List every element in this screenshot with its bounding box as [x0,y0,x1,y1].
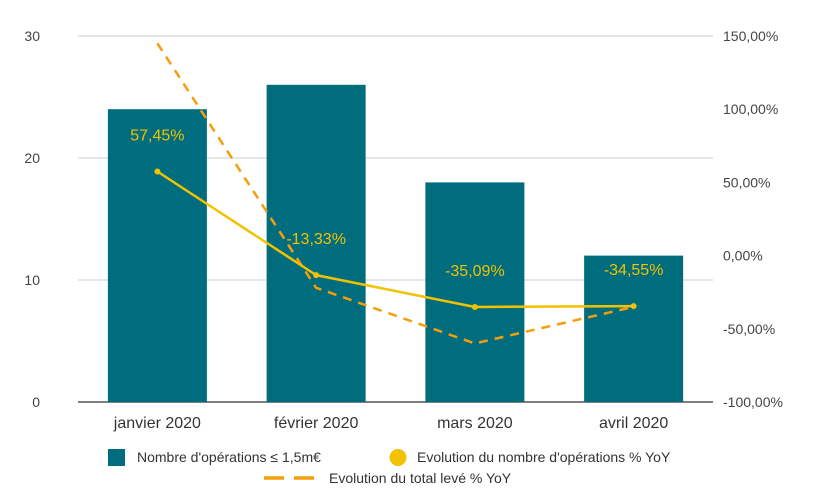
y-right-tick-label: 150,00% [723,28,778,44]
y-left-tick-label: 20 [24,150,40,166]
label-layer: 57,45% -13,33% -35,09% -34,55% [130,127,663,279]
legend-label-bar: Nombre d'opérations ≤ 1,5m€ [137,449,321,465]
bar [266,84,366,403]
y-right-tick-label: 100,00% [723,101,778,117]
x-tick-label: avril 2020 [599,415,668,432]
data-label: 57,45% [130,127,184,144]
legend: Nombre d'opérations ≤ 1,5m€ Evolution du … [108,449,671,486]
dashed-series-line [156,42,634,345]
y-right-tick-label: -100,00% [723,394,783,410]
y-right-tick-label: -50,00% [723,321,775,337]
y-left-tick-label: 0 [32,394,40,410]
bar [425,182,525,402]
legend-label-dashed: Evolution du total levé % YoY [329,470,512,486]
solid-series-line [156,170,634,309]
y-right-tick-label: 0,00% [723,248,763,264]
bar [584,255,684,402]
bar [107,109,207,402]
bar-layer [107,84,684,403]
axis-layer: 0 10 20 30 -100,00% -50,00% 0,00% 50,00% 100,00%… [24,28,783,432]
line-point [154,168,161,175]
data-label: -34,55% [604,262,664,279]
y-left-tick-label: 30 [24,28,40,44]
data-label: -13,33% [286,231,346,248]
data-label: -35,09% [445,263,505,280]
x-tick-label: mars 2020 [437,415,513,432]
legend-label-line: Evolution du nombre d'opérations % YoY [417,449,671,465]
line-point [471,303,478,310]
x-tick-label: février 2020 [274,415,359,432]
x-tick-label: janvier 2020 [113,415,201,432]
line-point [313,272,320,279]
legend-swatch-bar [108,449,125,466]
line-point [630,303,637,310]
y-right-tick-label: 50,00% [723,174,770,190]
y-left-tick-label: 10 [24,272,40,288]
line-layer [154,42,637,345]
legend-swatch-line [389,449,407,466]
